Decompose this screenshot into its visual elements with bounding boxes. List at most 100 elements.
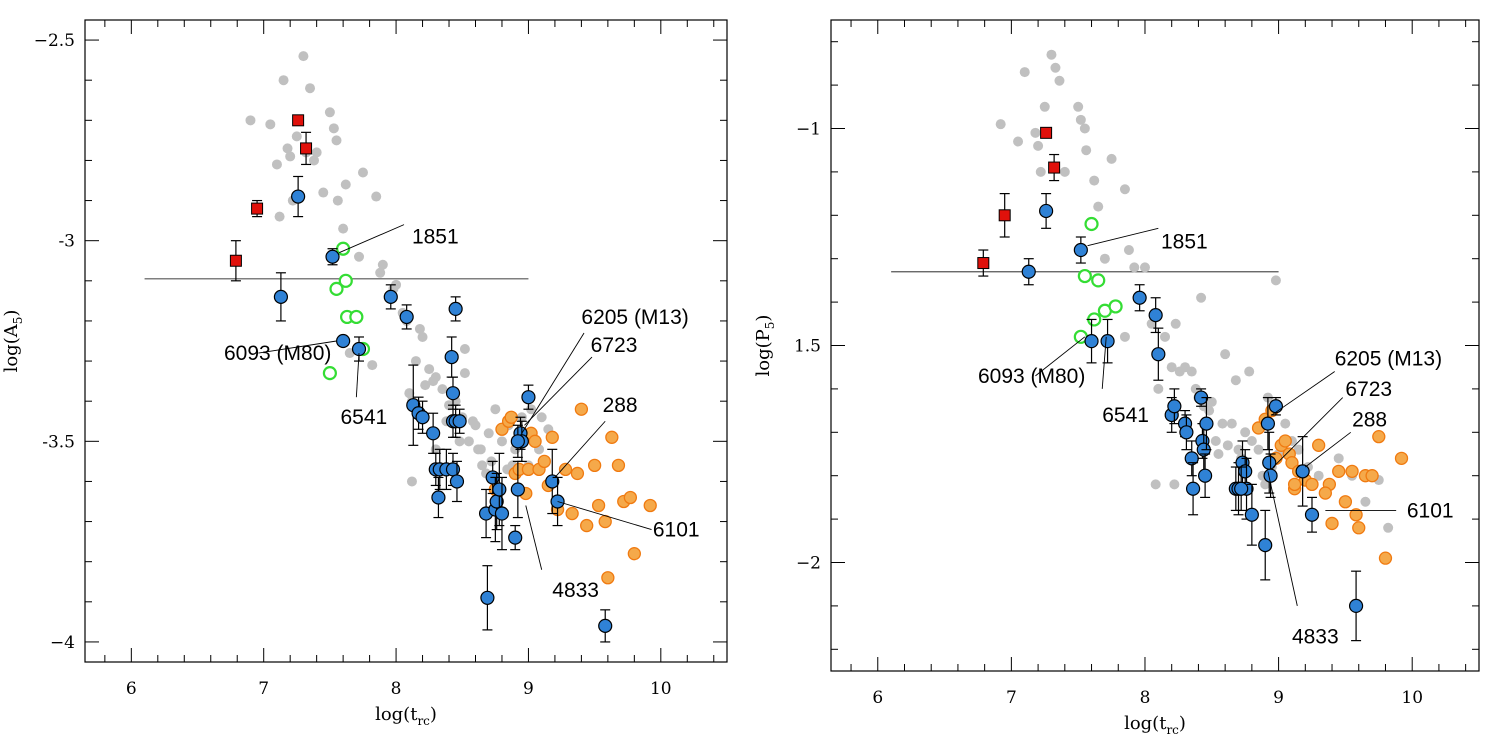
plot-frame <box>84 19 728 663</box>
gray-point <box>371 191 382 202</box>
gray-point <box>274 211 285 222</box>
green-point <box>338 273 353 288</box>
gray-point <box>1081 145 1092 156</box>
blue-point <box>1039 203 1054 219</box>
gray-point <box>420 380 431 391</box>
annotation-leader <box>557 501 652 531</box>
blue-point <box>1263 468 1278 483</box>
red-square-point <box>998 209 1011 222</box>
blue-point <box>273 289 289 304</box>
gray-point <box>245 115 256 126</box>
gray-point <box>1093 201 1104 212</box>
gray-point <box>1246 435 1257 446</box>
orange-point <box>1338 495 1353 509</box>
gray-point <box>357 167 368 178</box>
blue-point <box>545 474 560 489</box>
gray-point <box>291 131 302 142</box>
gray-point <box>338 223 349 234</box>
annotation-leader <box>1101 336 1107 389</box>
gray-point <box>1360 496 1371 507</box>
annotation-label: 6093 (M80) <box>978 365 1085 388</box>
annotation-label: 6101 <box>1407 499 1454 522</box>
green-point <box>1091 273 1106 288</box>
orange-point <box>1394 451 1409 465</box>
blue-point <box>510 434 525 449</box>
x-tick-label: 10 <box>650 679 672 699</box>
gray-point <box>1293 444 1304 455</box>
y-tick-label: −2 <box>796 554 821 574</box>
blue-point <box>448 301 463 316</box>
orange-point <box>545 430 559 444</box>
blue-point <box>291 189 306 204</box>
x-tick-label: 8 <box>1140 688 1151 708</box>
red-square-point <box>1040 126 1053 139</box>
blue-point <box>492 482 507 497</box>
annotation-label: 4833 <box>552 579 599 602</box>
annotation-leader <box>554 420 606 478</box>
gray-point <box>265 119 276 130</box>
orange-point <box>1285 456 1299 470</box>
gray-point <box>454 436 465 447</box>
blue-point <box>1151 347 1166 362</box>
x-tick-label: 8 <box>391 679 402 699</box>
gray-point <box>1383 522 1394 533</box>
red-square-point <box>300 142 313 155</box>
gray-point <box>1206 396 1217 407</box>
orange-point <box>565 506 579 521</box>
blue-point <box>1021 264 1036 279</box>
gray-point <box>1230 375 1241 386</box>
annotation-label: 6205 (M13) <box>581 306 688 329</box>
gray-point <box>1222 440 1233 451</box>
gray-point <box>1210 435 1221 446</box>
blue-point <box>1258 538 1273 553</box>
gray-point <box>1333 453 1344 464</box>
orange-point <box>580 518 594 533</box>
blue-point <box>1167 399 1182 414</box>
orange-point <box>570 466 585 481</box>
gray-point <box>459 368 470 379</box>
gray-point <box>410 356 421 367</box>
gray-point <box>377 259 388 270</box>
blue-point <box>445 386 461 401</box>
gray-point <box>1217 418 1228 429</box>
y-axis-title: log(P5) <box>753 315 777 377</box>
blue-point <box>452 414 467 429</box>
gray-point <box>1213 449 1224 459</box>
orange-point <box>1287 477 1302 492</box>
blue-point <box>1084 334 1099 349</box>
orange-point <box>1332 464 1346 479</box>
gray-point <box>404 388 415 399</box>
gray-point <box>271 159 282 170</box>
plot-frame <box>830 19 1480 672</box>
gray-point <box>1244 366 1255 377</box>
gray-point <box>1220 349 1231 360</box>
orange-point <box>591 498 606 513</box>
annotation-label: 6093 (M80) <box>224 342 331 365</box>
blue-point <box>431 490 446 505</box>
blue-point <box>1348 598 1364 614</box>
blue-point <box>1073 242 1088 258</box>
gray-point <box>278 75 289 86</box>
red-square-point <box>1048 161 1061 174</box>
gray-point <box>1139 262 1150 273</box>
gray-point <box>354 251 365 262</box>
y-tick-label: −4 <box>50 633 75 653</box>
blue-point <box>383 289 398 304</box>
blue-point <box>415 410 430 425</box>
orange-point <box>574 402 589 416</box>
gray-point <box>437 384 448 395</box>
annotation-leader <box>355 353 360 398</box>
blue-point <box>336 333 351 349</box>
y-tick-label: -3 <box>58 232 75 252</box>
gray-point <box>1059 166 1070 177</box>
gray-point <box>459 344 470 355</box>
annotation-label: 6723 <box>1345 378 1392 401</box>
gray-point <box>414 323 425 334</box>
gray-point <box>285 151 296 162</box>
gray-point <box>1150 479 1161 490</box>
gray-point <box>475 444 486 455</box>
gray-point <box>1233 444 1244 455</box>
annotation-label: 1851 <box>412 226 459 249</box>
blue-point <box>508 530 523 545</box>
